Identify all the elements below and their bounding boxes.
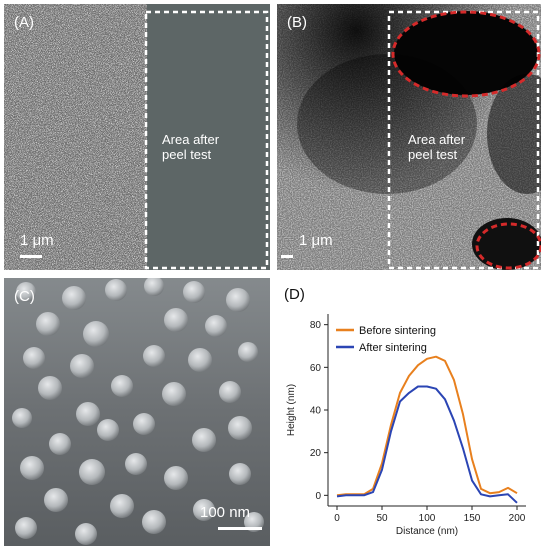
panel-letter-a: (A) xyxy=(14,14,34,31)
region-label-b: Area after peel test xyxy=(408,132,465,162)
legend-label: Before sintering xyxy=(359,325,436,337)
x-tick-label: 0 xyxy=(334,513,340,524)
panel-letter-b: (B) xyxy=(287,14,307,31)
sem-image-c xyxy=(4,278,270,546)
region-label-a: Area after peel test xyxy=(162,132,219,162)
panel-d: (D) 0 50 100 150 200 0 20 40 60 80 Distance (nm) He… xyxy=(276,278,541,546)
x-tick-label: 200 xyxy=(509,513,526,524)
dashed-region-box-a xyxy=(144,10,269,270)
legend-label: After sintering xyxy=(359,342,427,354)
region-label-a-line1: Area after xyxy=(162,132,220,147)
x-tick-label: 50 xyxy=(376,513,388,524)
series-line-after xyxy=(336,385,518,504)
sem-image-b xyxy=(277,4,541,270)
region-label-a-line2: peel test xyxy=(162,147,212,162)
y-tick-label: 80 xyxy=(310,320,322,331)
panel-letter-d: (D) xyxy=(284,286,305,303)
dashed-region-box-b xyxy=(387,10,541,270)
panel-letter-c: (C) xyxy=(14,288,35,305)
nanoparticle-spheres xyxy=(12,278,264,545)
y-tick-label: 60 xyxy=(310,363,322,374)
scale-label-b: 1 μm xyxy=(299,232,333,249)
dashed-ellipse-bottom xyxy=(475,222,541,270)
panel-b: (B) Area after peel test 1 μm xyxy=(277,4,541,270)
x-tick-label: 150 xyxy=(464,513,481,524)
scale-bar-c xyxy=(218,527,262,530)
sem-image-a xyxy=(4,4,270,270)
y-tick-label: 0 xyxy=(315,491,321,502)
scale-label-c: 100 nm xyxy=(200,504,251,521)
y-tick-label: 40 xyxy=(310,406,322,417)
scale-label-a: 1 μm xyxy=(20,232,54,249)
panel-a: (A) Area after peel test 1 μm xyxy=(4,4,270,270)
panel-c: (C) 100 nm xyxy=(4,278,270,546)
dashed-ellipse-top xyxy=(391,10,541,98)
x-tick-label: 100 xyxy=(419,513,436,524)
y-axis-label: Height (nm) xyxy=(286,384,297,436)
height-profile-chart: 0 50 100 150 200 0 20 40 60 80 Distance (nm) Height… xyxy=(286,314,526,537)
region-label-b-line2: peel test xyxy=(408,147,458,162)
scale-bar-a xyxy=(20,255,42,258)
series-line-before xyxy=(336,355,518,497)
region-label-b-line1: Area after xyxy=(408,132,466,147)
x-axis-label: Distance (nm) xyxy=(396,526,458,537)
y-tick-label: 20 xyxy=(310,448,322,459)
scale-bar-b xyxy=(281,255,293,258)
